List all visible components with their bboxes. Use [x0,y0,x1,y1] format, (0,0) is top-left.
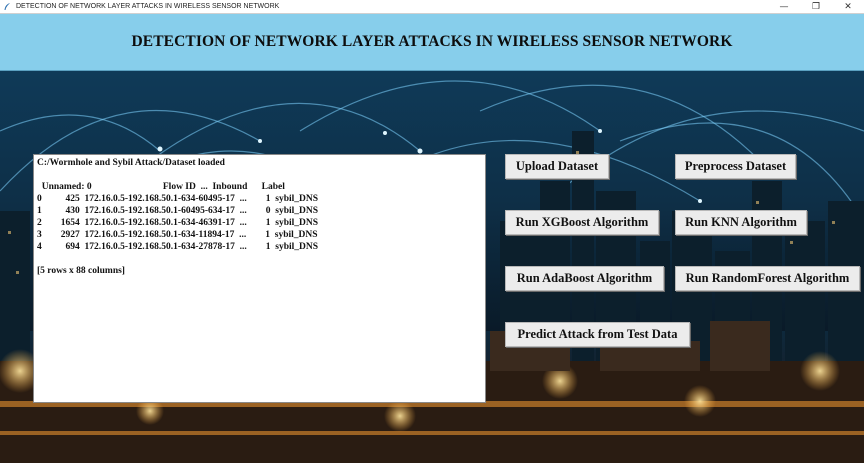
table-row: 1 430 172.16.0.5-192.168.50.1-60495-634-… [37,206,319,216]
table-row: 2 1654 172.16.0.5-192.168.50.1-634-46391… [37,218,319,228]
upload-dataset-button[interactable]: Upload Dataset [505,154,609,179]
predict-attack-button[interactable]: Predict Attack from Test Data [505,322,690,347]
header-banner: DETECTION OF NETWORK LAYER ATTACKS IN WI… [0,14,864,71]
window-controls: — ❐ ✕ [768,0,864,14]
window-titlebar: DETECTION OF NETWORK LAYER ATTACKS IN WI… [0,0,864,14]
status-message: C:/Wormhole and Sybil Attack/Dataset loa… [37,158,225,168]
table-summary: [5 rows x 88 columns] [37,266,125,276]
spacer [37,253,482,265]
preprocess-dataset-button[interactable]: Preprocess Dataset [675,154,796,179]
table-row: 3 2927 172.16.0.5-192.168.50.1-634-11894… [37,230,318,240]
run-knn-button[interactable]: Run KNN Algorithm [675,210,807,235]
output-text-area[interactable]: C:/Wormhole and Sybil Attack/Dataset loa… [33,154,486,403]
close-button[interactable]: ✕ [844,2,852,12]
run-randomforest-button[interactable]: Run RandomForest Algorithm [675,266,860,291]
run-xgboost-button[interactable]: Run XGBoost Algorithm [505,210,659,235]
table-header: Unnamed: 0 Flow ID ... Inbound Label [37,182,285,192]
table-row: 0 425 172.16.0.5-192.168.50.1-634-60495-… [37,194,319,204]
minimize-button[interactable]: — [779,2,789,12]
feather-icon [3,2,12,11]
run-adaboost-button[interactable]: Run AdaBoost Algorithm [505,266,664,291]
window-title: DETECTION OF NETWORK LAYER ATTACKS IN WI… [16,3,280,10]
page-title: DETECTION OF NETWORK LAYER ATTACKS IN WI… [131,33,733,50]
table-row: 4 694 172.16.0.5-192.168.50.1-634-27878-… [37,242,319,252]
spacer [37,169,482,181]
maximize-button[interactable]: ❐ [811,2,821,12]
